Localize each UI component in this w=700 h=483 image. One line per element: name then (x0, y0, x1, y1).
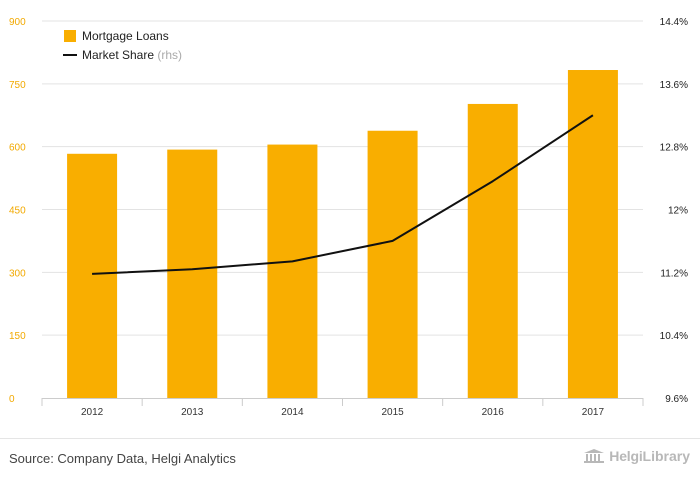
y-left-tick-label: 300 (9, 268, 26, 279)
y-right-tick-label: 9.6% (665, 394, 688, 405)
y-left-tick-label: 0 (9, 394, 15, 405)
x-tick-label: 2013 (181, 407, 204, 418)
brand-logo[interactable]: HelgiLibrary (583, 448, 690, 464)
y-right-tick-label: 11.2% (660, 268, 688, 279)
y-right-tick-label: 14.4% (660, 17, 688, 28)
line-series-market-share (92, 114, 594, 275)
x-tick-label: 2017 (582, 407, 605, 418)
legend-label-mortgage-loans: Mortgage Loans (82, 29, 169, 43)
y-left-tick-label: 450 (9, 206, 26, 217)
bar-series-mortgage-loans (67, 70, 618, 398)
bar (267, 144, 318, 398)
x-tick-label: 2014 (281, 407, 304, 418)
source-note: Source: Company Data, Helgi Analytics (9, 451, 236, 466)
library-building-icon (584, 449, 605, 463)
y-left-tick-label: 600 (9, 143, 26, 154)
x-tick-label: 2016 (482, 407, 505, 418)
grid-lines (42, 20, 643, 336)
brand-name: Helgi (609, 448, 643, 464)
y-right-tick-label: 12.8% (660, 143, 688, 154)
x-tick-label: 2015 (381, 407, 404, 418)
legend-swatch-mortgage-loans (64, 30, 76, 42)
bar (567, 70, 618, 398)
y-right-tick-label: 10.4% (660, 331, 688, 342)
bar (167, 149, 218, 398)
legend-label-market-share: Market Share (rhs) (82, 48, 182, 62)
bar (367, 130, 418, 398)
legend-label-rhs-suffix: (rhs) (157, 48, 182, 62)
x-tick-label: 2012 (81, 407, 104, 418)
y-left-tick-label: 750 (9, 80, 26, 91)
combo-chart: 0 150 300 450 600 750 900 9.6% 10.4% 11.2% 12% 12.8… (9, 17, 688, 418)
y-left-tick-label: 900 (9, 17, 26, 28)
y-left-tick-label: 150 (9, 331, 26, 342)
y-right-tick-label: 13.6% (660, 80, 688, 91)
brand-suffix: Library (642, 448, 690, 464)
legend: Mortgage Loans Market Share (rhs) (63, 29, 182, 62)
footer-divider (0, 438, 700, 439)
axes: 0 150 300 450 600 750 900 9.6% 10.4% 11.2% 12% 12.8… (9, 17, 688, 418)
bar (67, 153, 118, 398)
market-share-line (92, 114, 594, 275)
legend-label-market-share-name: Market Share (82, 48, 157, 62)
bar (467, 103, 518, 398)
y-right-tick-label: 12% (668, 206, 688, 217)
